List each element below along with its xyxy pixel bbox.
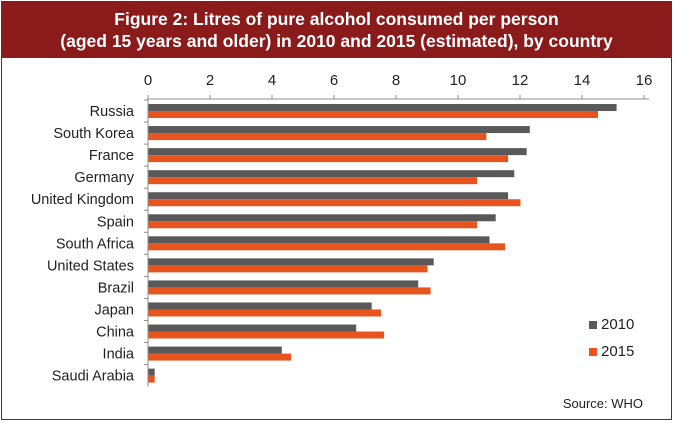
bar-2015 [148, 375, 155, 383]
x-tick-label: 2 [206, 72, 214, 89]
category-label: France [89, 148, 134, 164]
bar-2015 [148, 111, 598, 119]
x-tick-label: 10 [450, 72, 467, 89]
x-tick-label: 6 [330, 72, 338, 89]
category-label: India [103, 347, 135, 363]
x-tick-label: 8 [392, 72, 400, 89]
bar-2015 [148, 331, 385, 339]
category-label: United Kingdom [31, 192, 134, 208]
bar-2010 [148, 368, 155, 376]
figure-title-line-2: (aged 15 years and older) in 2010 and 20… [60, 31, 613, 51]
category-label: Spain [97, 214, 134, 230]
category-label: United States [47, 258, 134, 274]
bar-2010 [148, 258, 434, 266]
bar-2010 [148, 148, 527, 156]
bar-2015 [148, 309, 381, 317]
legend-swatch-2010 [589, 321, 597, 329]
legend-label-2010: 2010 [601, 316, 634, 333]
bar-2015 [148, 353, 292, 361]
legend-label-2015: 2015 [601, 343, 634, 360]
bar-2015 [148, 155, 509, 163]
bar-2015 [148, 133, 487, 141]
bar-2010 [148, 324, 357, 332]
category-label: Japan [94, 302, 134, 318]
category-label: Brazil [98, 280, 134, 296]
bar-2010 [148, 170, 515, 178]
bar-2010 [148, 214, 496, 222]
bar-2010 [148, 236, 490, 244]
x-tick-label: 14 [574, 72, 591, 89]
figure-title: Figure 2: Litres of pure alcohol consume… [2, 2, 671, 58]
category-label: Saudi Arabia [52, 369, 135, 385]
x-tick-label: 0 [144, 72, 152, 89]
bar-2010 [148, 302, 372, 310]
source-note: Source: WHO [562, 396, 643, 411]
bar-2015 [148, 287, 431, 295]
bar-2015 [148, 221, 478, 229]
bar-2010 [148, 192, 509, 200]
figure-title-line-1: Figure 2: Litres of pure alcohol consume… [114, 9, 559, 29]
category-label: South Korea [53, 126, 135, 142]
bar-2010 [148, 126, 530, 134]
bar-2015 [148, 199, 521, 207]
category-label: Russia [90, 104, 135, 120]
x-tick-label: 16 [636, 72, 653, 89]
x-tick-label: 12 [512, 72, 529, 89]
x-tick-label: 4 [268, 72, 276, 89]
category-label: China [96, 325, 135, 341]
bar-2015 [148, 265, 428, 273]
bar-2010 [148, 346, 282, 354]
legend-swatch-2015 [589, 348, 597, 356]
bar-2010 [148, 280, 419, 288]
bar-2015 [148, 243, 505, 251]
bar-2010 [148, 104, 617, 112]
category-label: Germany [74, 170, 134, 186]
bar-2015 [148, 177, 478, 185]
category-label: South Africa [56, 236, 135, 252]
